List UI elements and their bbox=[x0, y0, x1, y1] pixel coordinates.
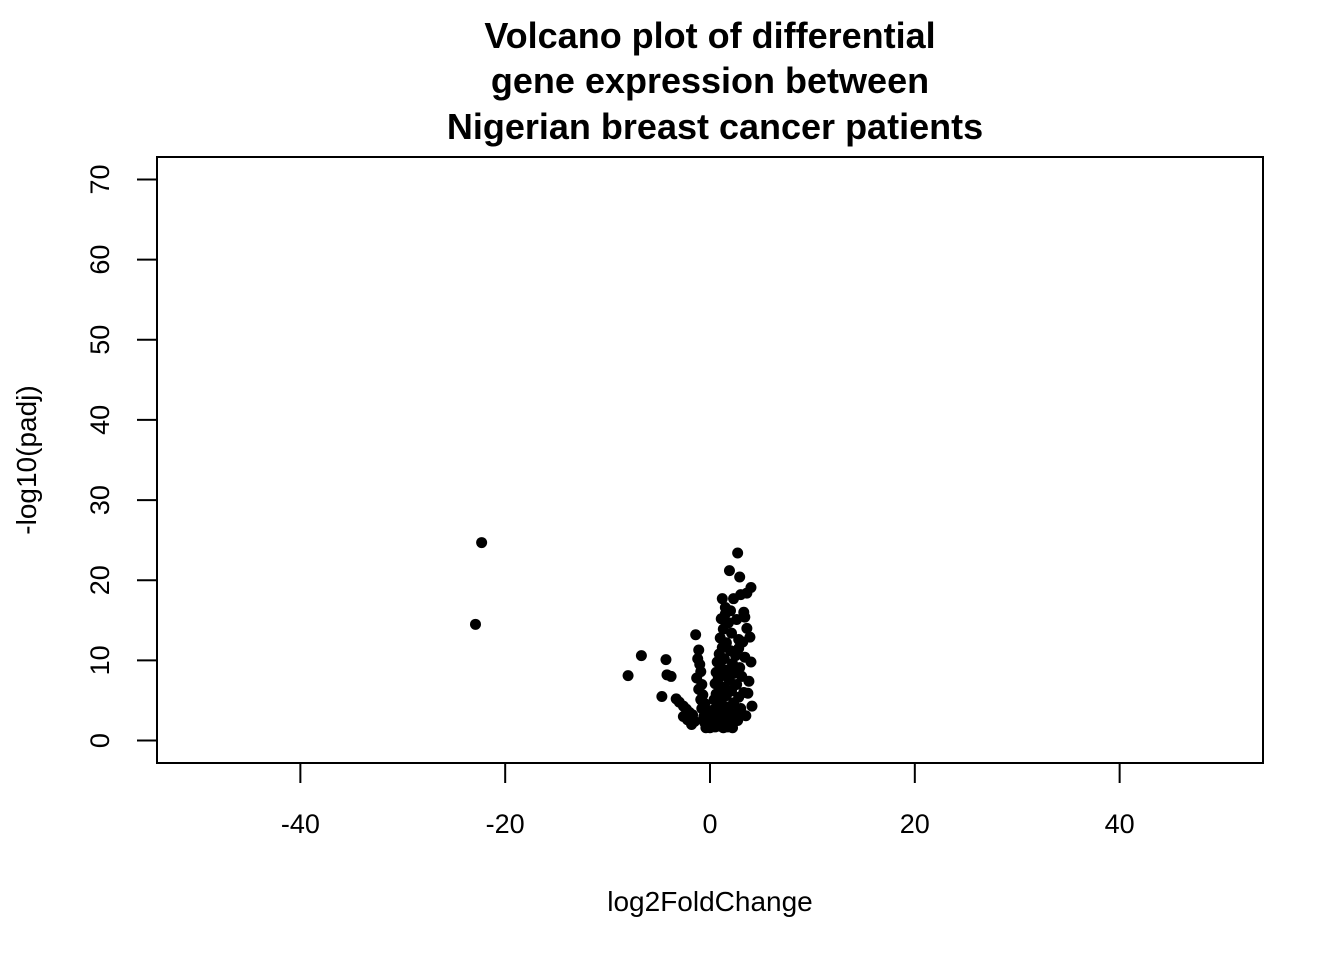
data-point bbox=[728, 593, 740, 605]
y-tick-label: 0 bbox=[85, 733, 115, 748]
data-point bbox=[727, 722, 739, 734]
data-point bbox=[717, 722, 729, 734]
data-point bbox=[693, 644, 705, 656]
x-tick-label: 20 bbox=[900, 809, 930, 839]
data-point bbox=[739, 611, 751, 623]
data-point bbox=[732, 547, 744, 559]
data-point bbox=[677, 711, 689, 723]
x-tick-label: -40 bbox=[281, 809, 320, 839]
chart-title-line-2: gene expression between bbox=[491, 60, 929, 101]
y-tick-label: 70 bbox=[85, 164, 115, 194]
data-point bbox=[746, 700, 758, 712]
data-point bbox=[744, 631, 756, 643]
x-axis: -40 -20 0 20 40 bbox=[281, 762, 1135, 839]
data-point bbox=[665, 670, 677, 682]
chart-title: Volcano plot of differential gene expres… bbox=[447, 15, 983, 147]
y-tick-label: 60 bbox=[85, 245, 115, 275]
data-point bbox=[741, 622, 753, 634]
data-point bbox=[726, 627, 738, 639]
chart-title-line-1: Volcano plot of differential bbox=[484, 15, 935, 56]
data-point bbox=[622, 670, 634, 682]
data-point bbox=[740, 710, 752, 722]
y-axis: 0 10 20 30 40 50 60 70 bbox=[85, 164, 158, 748]
data-point bbox=[656, 690, 668, 702]
x-tick-label: -20 bbox=[486, 809, 525, 839]
y-tick-label: 10 bbox=[85, 645, 115, 675]
data-point bbox=[723, 565, 735, 577]
data-point bbox=[476, 537, 488, 549]
data-point bbox=[469, 618, 481, 630]
y-tick-label: 30 bbox=[85, 485, 115, 515]
data-point bbox=[745, 656, 757, 668]
x-axis-label: log2FoldChange bbox=[607, 886, 813, 917]
data-point bbox=[733, 642, 745, 654]
plot-frame bbox=[156, 156, 1264, 764]
data-point bbox=[716, 593, 728, 605]
y-tick-label: 40 bbox=[85, 405, 115, 435]
data-point bbox=[717, 623, 729, 635]
chart-title-line-3: Nigerian breast cancer patients bbox=[447, 106, 983, 147]
y-tick-label: 20 bbox=[85, 565, 115, 595]
data-point bbox=[742, 687, 754, 699]
data-point bbox=[743, 675, 755, 687]
data-point bbox=[635, 650, 647, 662]
data-points bbox=[469, 537, 758, 734]
x-tick-label: 40 bbox=[1105, 809, 1135, 839]
data-point bbox=[660, 654, 672, 666]
data-point bbox=[719, 608, 731, 620]
y-axis-label: -log10(padj) bbox=[11, 385, 42, 534]
y-tick-label: 50 bbox=[85, 325, 115, 355]
data-point bbox=[734, 571, 746, 583]
data-point bbox=[704, 722, 716, 734]
data-point bbox=[690, 629, 702, 641]
x-tick-label: 0 bbox=[702, 809, 717, 839]
